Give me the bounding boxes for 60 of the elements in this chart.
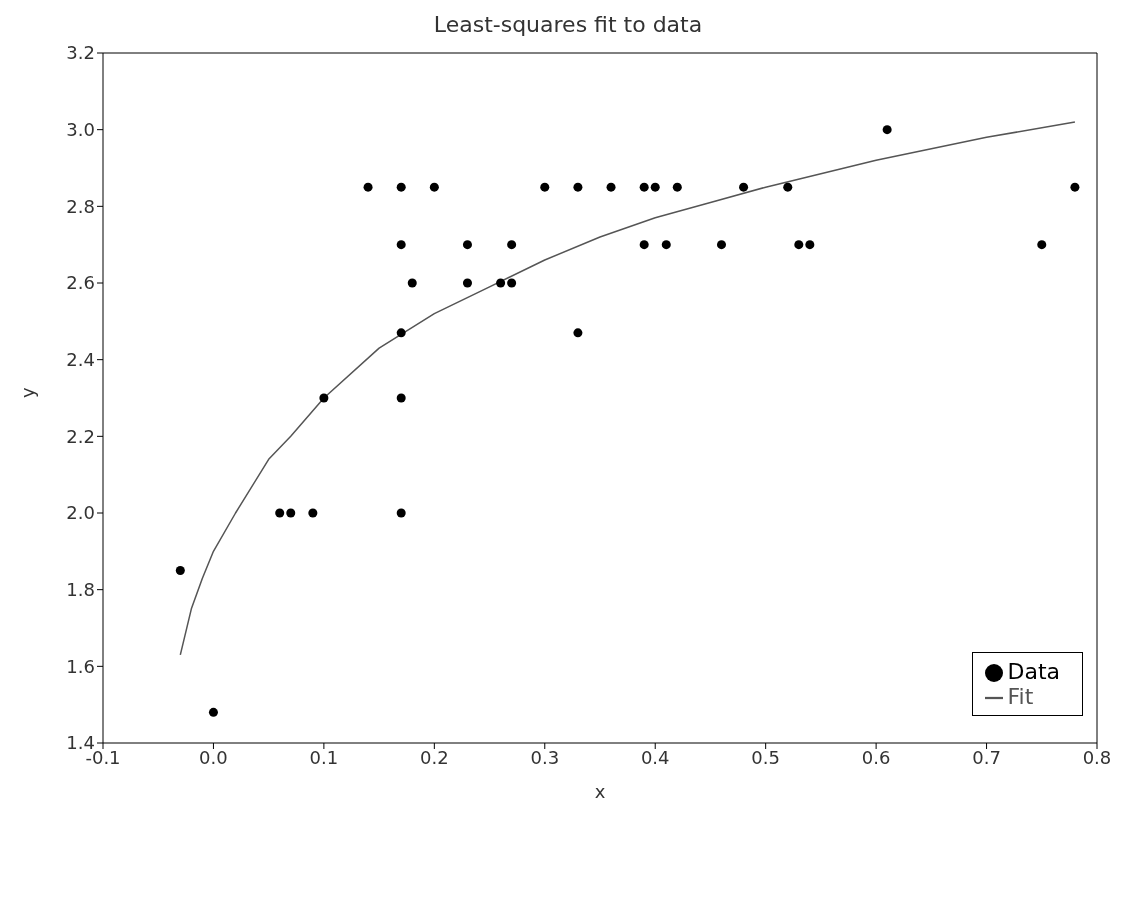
point [462,278,472,288]
y-tick-label: 2.0 [66,502,95,524]
point [783,182,793,192]
point [1037,240,1047,250]
point [396,328,406,338]
y-tick-label: 1.6 [66,655,95,677]
point [407,278,417,288]
point [462,240,472,250]
point [496,278,506,288]
point [396,240,406,250]
point [650,182,660,192]
point [805,240,815,250]
x-tick-label: 0.8 [1082,746,1112,768]
point [639,240,649,250]
point [672,182,682,192]
y-axis-title: y [17,387,39,398]
point [286,508,296,518]
point [319,393,329,403]
x-tick-label: 0.6 [861,746,891,768]
x-tick-label: 0.4 [640,746,670,768]
legend-label: Data [1007,659,1060,684]
point [429,182,439,192]
point [573,328,583,338]
point [396,508,406,518]
point [1070,182,1080,192]
point [661,240,671,250]
point [716,240,726,250]
y-tick-label: 1.8 [66,579,95,601]
x-tick-label: 0.0 [199,746,228,768]
point [794,240,804,250]
x-tick-label: 0.2 [420,746,449,768]
y-tick-label: 3.0 [66,119,95,141]
point [175,565,185,576]
point [208,707,218,717]
point [639,182,649,192]
x-tick-label: 0.5 [751,746,780,768]
y-tick-label: 2.2 [66,425,95,447]
x-tick-label: 0.1 [309,746,339,768]
point [396,393,406,403]
point [540,182,550,192]
legend-label: Fit [1007,684,1034,709]
x-tick-label: 0.7 [972,746,1001,768]
y-tick-label: 3.2 [66,42,95,64]
chart-title: Least-squares fit to data [432,11,704,39]
x-tick-label: 0.3 [530,746,560,768]
point [573,182,583,192]
point [606,182,616,192]
line-series [179,121,1076,656]
point [507,240,517,250]
y-tick-label: 2.4 [66,349,95,371]
y-tick-label: 2.8 [66,195,95,217]
point [275,508,285,518]
point [739,182,749,192]
point [363,182,373,192]
point [882,125,892,135]
point [308,508,318,518]
point [396,182,406,192]
y-tick-label: 2.6 [66,272,95,294]
x-axis-title: x [594,781,606,802]
point [507,278,517,288]
